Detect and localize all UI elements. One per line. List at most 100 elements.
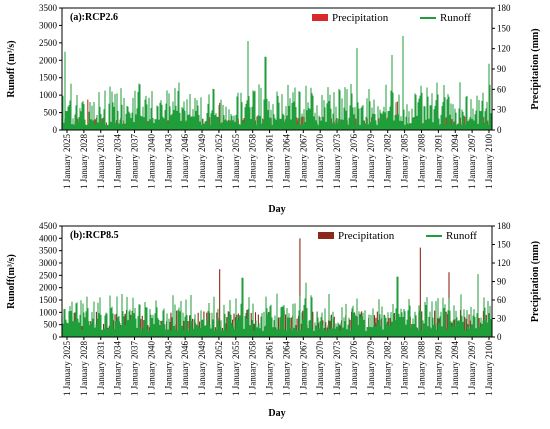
y-tick-label: 0 (53, 125, 58, 135)
y-tick-label: 3500 (39, 3, 58, 13)
x-tick-label: 1 January 2088 (416, 134, 426, 189)
x-tick-label: 1 January 2037 (130, 341, 140, 396)
y2-tick-label: 180 (497, 221, 511, 231)
x-tick-label: 1 January 2049 (197, 341, 207, 396)
x-tick-label: 1 January 2037 (130, 134, 140, 189)
y2-tick-label: 180 (497, 3, 511, 13)
x-tick-label: 1 January 2031 (96, 341, 106, 396)
y2-tick-label: 150 (497, 23, 511, 33)
x-tick-label: 1 January 2052 (214, 341, 224, 396)
x-tick-label: 1 January 2076 (349, 341, 359, 396)
x-tick-label: 1 January 2085 (400, 341, 410, 396)
x-tick-label: 1 January 2046 (180, 134, 190, 189)
x-tick-label: 1 January 2064 (281, 341, 291, 396)
legend-swatch-precipitation (312, 14, 328, 21)
y-tick-label: 2500 (39, 38, 58, 48)
x-tick-label: 1 January 2076 (349, 134, 359, 189)
left-axis-title: Runoff (m³/s) (6, 40, 17, 97)
x-tick-label: 1 January 2061 (265, 134, 275, 189)
x-tick-label: 1 January 2028 (79, 134, 89, 189)
right-axis-title: Precipitation (mm) (530, 241, 541, 322)
y2-tick-label: 150 (497, 240, 511, 250)
x-tick-label: 1 January 2094 (450, 134, 460, 189)
legend-label-precipitation: Precipitation (338, 230, 395, 242)
y-tick-label: 0 (53, 332, 58, 342)
y-tick-label: 3000 (39, 258, 58, 268)
y2-tick-label: 0 (497, 125, 502, 135)
y-tick-label: 2000 (39, 283, 58, 293)
x-tick-label: 1 January 2079 (366, 134, 376, 189)
y2-tick-label: 90 (497, 64, 507, 74)
x-tick-label: 1 January 2100 (484, 341, 494, 396)
y-tick-label: 3000 (39, 20, 58, 30)
y-tick-label: 1500 (39, 73, 58, 83)
x-tick-label: 1 January 2058 (248, 134, 258, 189)
right-axis-title: Precipitation (mm) (530, 28, 541, 109)
y-tick-label: 4000 (39, 233, 58, 243)
x-tick-label: 1 January 2043 (163, 341, 173, 396)
x-tick-label: 1 January 2088 (416, 341, 426, 396)
runoff-baseflow (62, 330, 492, 337)
x-tick-label: 1 January 2055 (231, 341, 241, 396)
x-tick-label: 1 January 2091 (433, 341, 443, 396)
x-tick-label: 1 January 2055 (231, 134, 241, 189)
y2-tick-label: 120 (497, 44, 511, 54)
x-tick-label: 1 January 2031 (96, 134, 106, 189)
y2-tick-label: 30 (497, 105, 507, 115)
y2-tick-label: 60 (497, 84, 507, 94)
x-tick-label: 1 January 2040 (146, 134, 156, 189)
y-tick-label: 3500 (39, 246, 58, 256)
x-tick-label: 1 January 2040 (146, 341, 156, 396)
y2-tick-label: 60 (497, 295, 507, 305)
x-axis-title: Day (268, 408, 285, 419)
legend-label-runoff: Runoff (446, 230, 477, 242)
x-tick-label: 1 January 2070 (315, 341, 325, 396)
x-axis-title: Day (268, 204, 285, 215)
x-tick-label: 1 January 2073 (332, 134, 342, 189)
x-tick-label: 1 January 2067 (298, 134, 308, 189)
x-tick-label: 1 January 2094 (450, 341, 460, 396)
x-tick-label: 1 January 2049 (197, 134, 207, 189)
y-tick-label: 1500 (39, 295, 58, 305)
x-tick-label: 1 January 2100 (484, 134, 494, 189)
chart-panel-1: 0 500 1000 1500 2000 2500 3000 3500 0 30 60 90 120 15… (6, 3, 541, 215)
x-tick-label: 1 January 2061 (265, 341, 275, 396)
x-tick-label: 1 January 2043 (163, 134, 173, 189)
y-tick-label: 1000 (39, 307, 58, 317)
x-tick-label: 1 January 2097 (467, 134, 477, 189)
x-tick-label: 1 January 2025 (62, 341, 72, 396)
legend-label-precipitation: Precipitation (332, 12, 389, 24)
x-tick-label: 1 January 2082 (383, 341, 393, 396)
x-tick-label: 1 January 2064 (281, 134, 291, 189)
chart-panel-2: 0 500 1000 1500 2000 2500 3000 3500 4000 4500 0 30 6… (6, 221, 541, 419)
panel-label: (b):RCP8.5 (70, 230, 119, 241)
y-tick-label: 2000 (39, 55, 58, 65)
y2-tick-label: 0 (497, 332, 502, 342)
x-tick-label: 1 January 2070 (315, 134, 325, 189)
x-tick-label: 1 January 2082 (383, 134, 393, 189)
x-tick-label: 1 January 2079 (366, 341, 376, 396)
x-tick-label: 1 January 2034 (113, 341, 123, 396)
left-axis-title: Runoff(m³/s) (6, 254, 17, 309)
x-tick-label: 1 January 2034 (113, 134, 123, 189)
legend-label-runoff: Runoff (440, 12, 471, 24)
y-tick-label: 500 (44, 320, 58, 330)
x-tick-label: 1 January 2091 (433, 134, 443, 189)
x-tick-label: 1 January 2085 (400, 134, 410, 189)
x-tick-label: 1 January 2058 (248, 341, 258, 396)
legend-swatch-precipitation (318, 232, 334, 239)
x-tick-label: 1 January 2028 (79, 341, 89, 396)
panel-label: (a):RCP2.6 (70, 12, 118, 23)
x-tick-label: 1 January 2046 (180, 341, 190, 396)
y2-tick-label: 30 (497, 314, 507, 324)
x-tick-label: 1 January 2025 (62, 134, 72, 189)
x-tick-label: 1 January 2052 (214, 134, 224, 189)
y-tick-label: 1000 (39, 90, 58, 100)
x-tick-label: 1 January 2073 (332, 341, 342, 396)
y-tick-label: 2500 (39, 270, 58, 280)
x-tick-label: 1 January 2097 (467, 341, 477, 396)
y2-tick-label: 120 (497, 258, 511, 268)
runoff-baseflow (62, 124, 492, 130)
y-tick-label: 4500 (39, 221, 58, 231)
